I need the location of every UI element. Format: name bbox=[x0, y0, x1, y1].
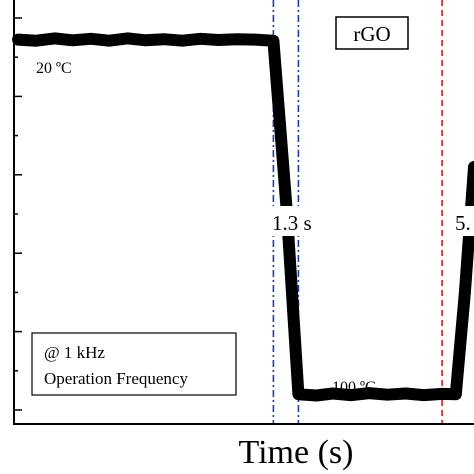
condition-line-2: Operation Frequency bbox=[44, 369, 188, 388]
condition-line-1: @ 1 kHz bbox=[44, 343, 105, 362]
condition-box bbox=[31, 332, 237, 396]
response-time-label: 1.3 s bbox=[272, 211, 312, 235]
recovery-time-box bbox=[452, 206, 474, 236]
x-axis-label: Time (s) bbox=[239, 434, 354, 471]
end-temp-label: 100 ºC bbox=[332, 379, 376, 396]
legend-box bbox=[335, 16, 409, 50]
series-line-rgo bbox=[12, 32, 474, 402]
recovery-time-label: 5. bbox=[455, 211, 471, 235]
response-time-box bbox=[268, 206, 322, 236]
plot-frame bbox=[13, 0, 474, 425]
start-temp-label: 20 ºC bbox=[36, 60, 72, 77]
response-time-annotation: 1.3 s bbox=[268, 206, 322, 236]
legend-label: rGO bbox=[353, 22, 390, 46]
legend: rGO bbox=[335, 16, 409, 50]
y-axis-ticks bbox=[14, 17, 22, 411]
condition-annotation: @ 1 kHz Operation Frequency bbox=[31, 332, 237, 396]
recovery-time-annotation: 5. bbox=[452, 206, 474, 236]
